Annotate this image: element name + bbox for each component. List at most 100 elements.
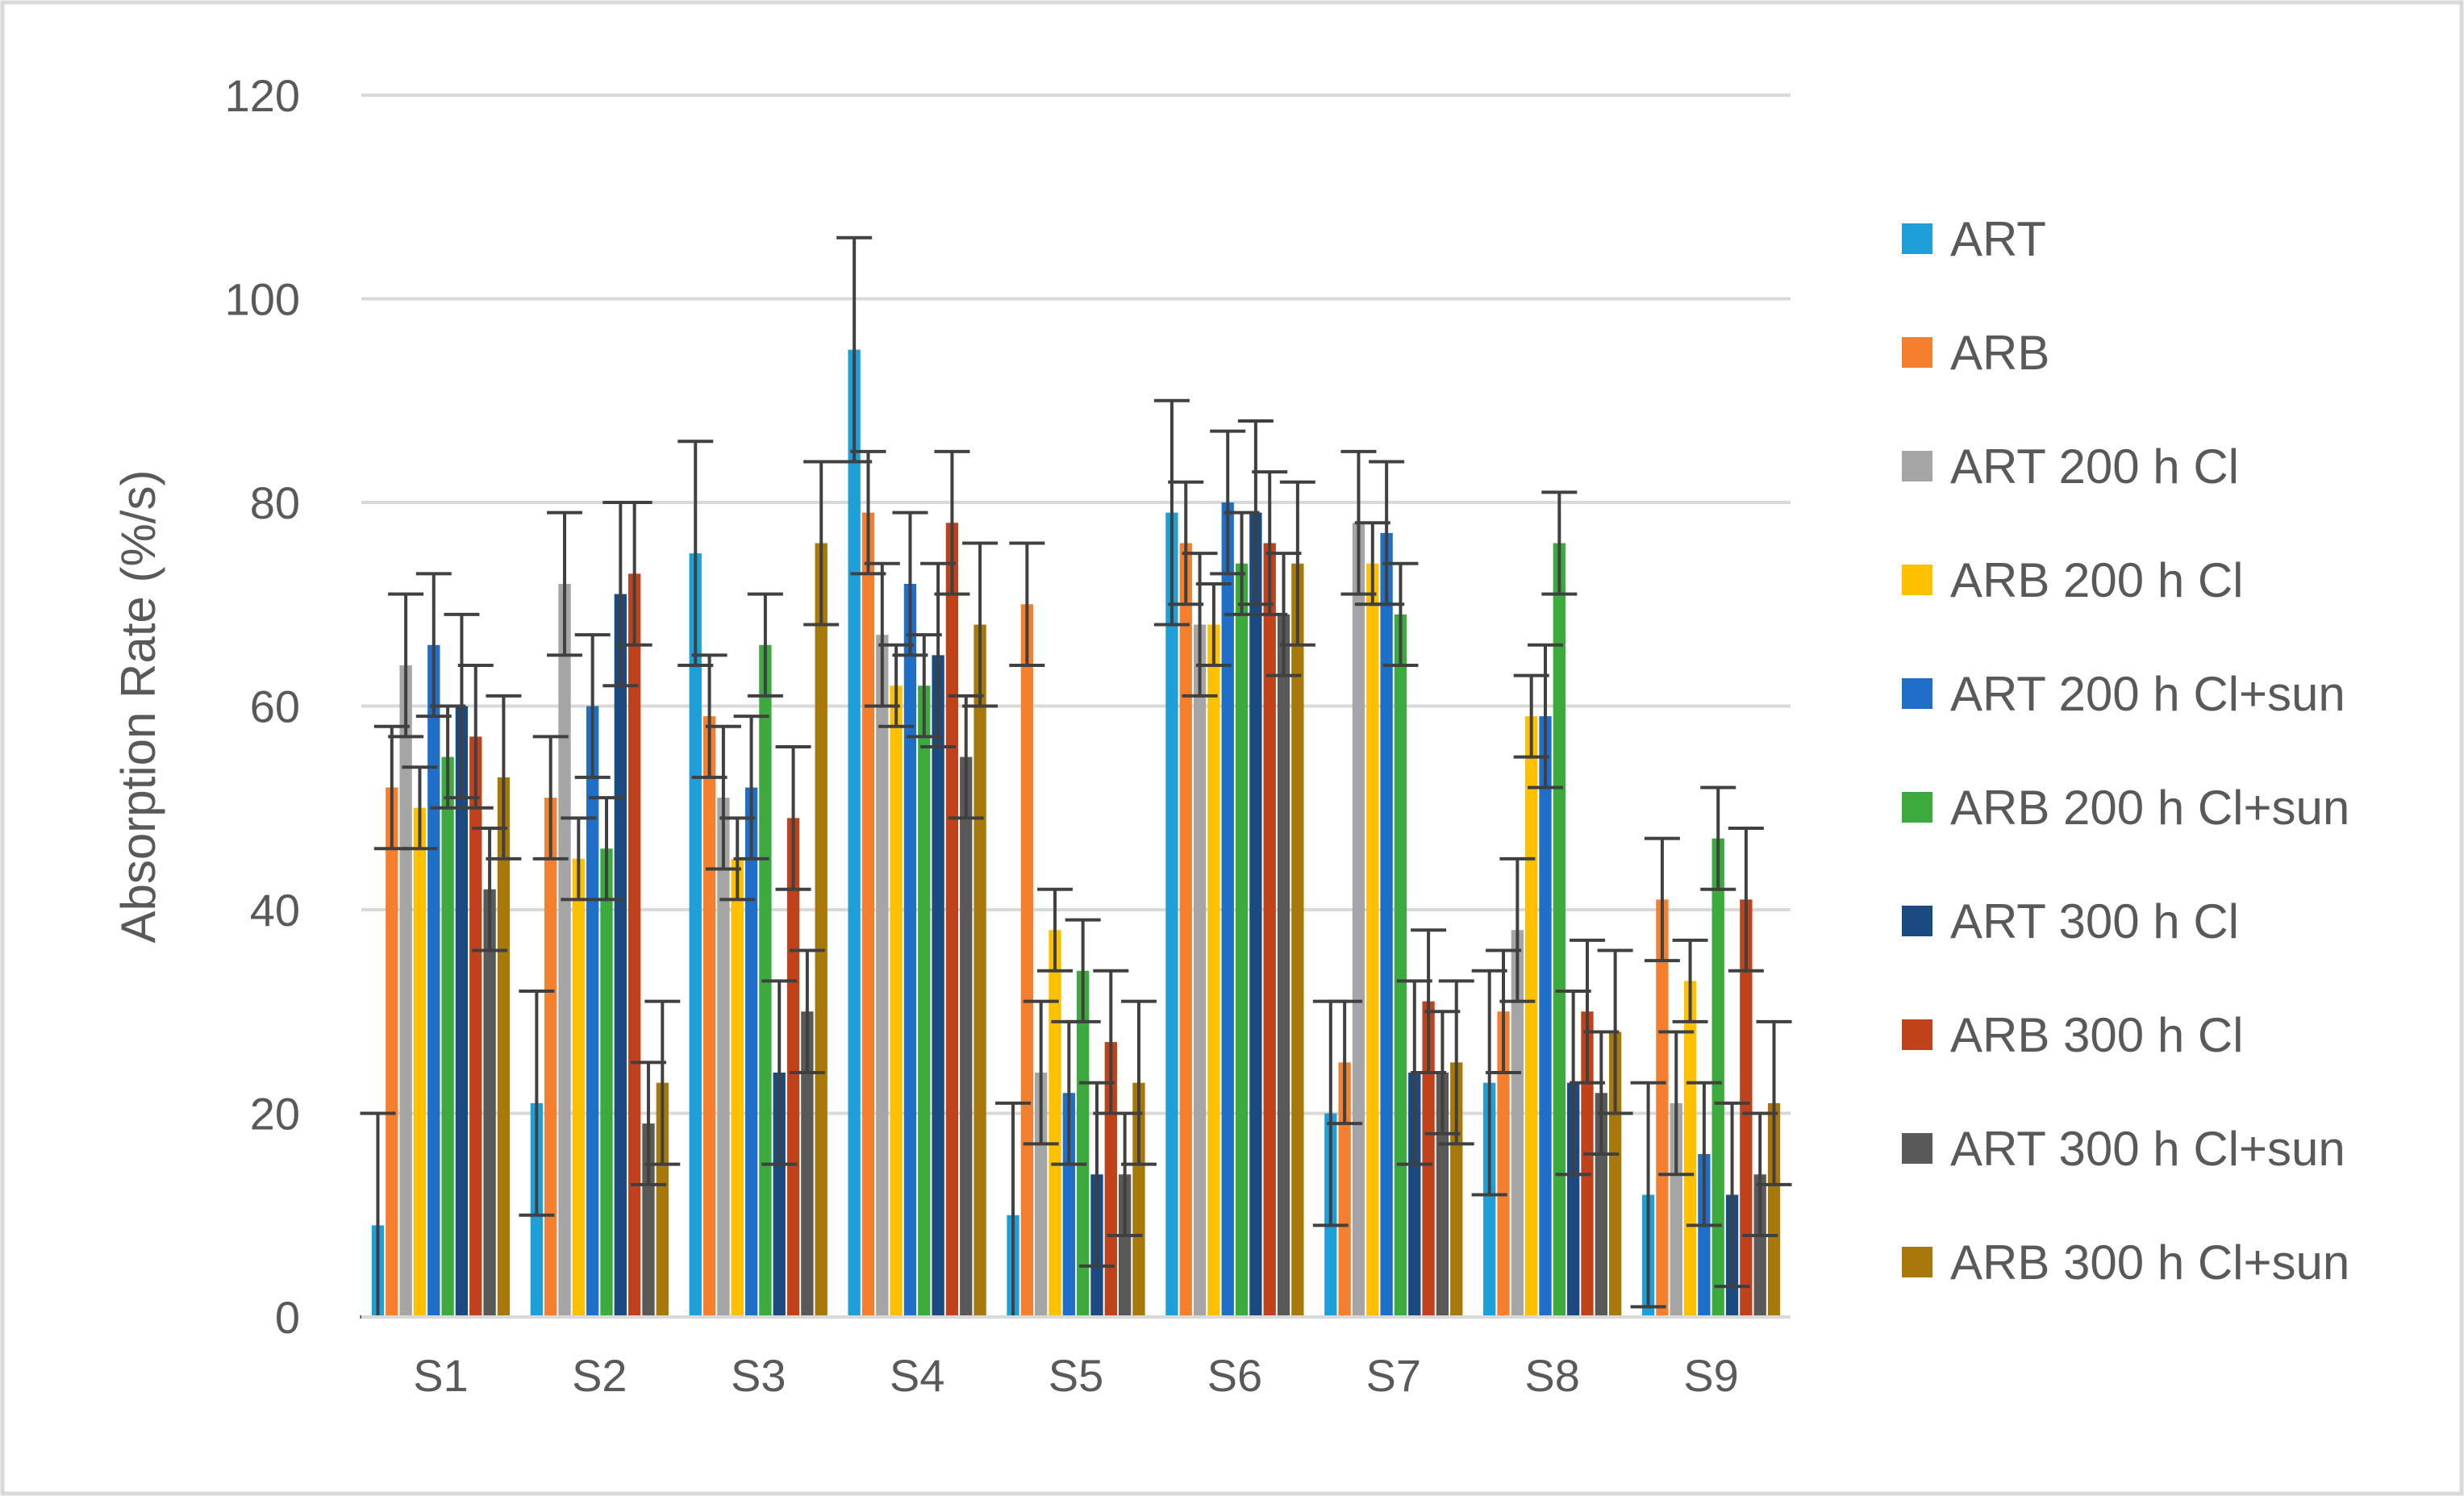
error-bar bbox=[775, 745, 811, 891]
bar bbox=[731, 858, 744, 1317]
bar bbox=[786, 818, 800, 1317]
error-bar bbox=[1369, 460, 1405, 606]
x-tick-label: S1 bbox=[413, 1350, 469, 1401]
error-bar bbox=[1728, 827, 1764, 973]
error-bar bbox=[1756, 1019, 1792, 1186]
error-bar bbox=[850, 449, 886, 576]
error-bar bbox=[962, 541, 999, 708]
bar bbox=[932, 655, 944, 1317]
legend-swatch bbox=[1902, 337, 1932, 368]
bar bbox=[441, 756, 454, 1317]
error-bar bbox=[532, 735, 569, 861]
error-bar bbox=[1065, 918, 1101, 1023]
error-bar bbox=[1252, 470, 1288, 616]
x-tick-label: S9 bbox=[1683, 1350, 1739, 1401]
bar bbox=[1221, 502, 1234, 1317]
bar bbox=[744, 787, 758, 1317]
legend-label: ARB 300 h Cl+sun bbox=[1950, 1236, 2349, 1290]
error-bar bbox=[1714, 1101, 1750, 1289]
bar bbox=[1207, 624, 1220, 1317]
legend-swatch bbox=[1902, 223, 1932, 254]
error-bar bbox=[733, 715, 769, 861]
error-bar bbox=[1658, 1030, 1695, 1177]
y-axis-title: Absorption Rate (%/s) bbox=[111, 470, 165, 944]
bar bbox=[848, 349, 861, 1317]
legend-item: ART 200 h Cl bbox=[1902, 440, 2239, 494]
legend-label: ART 200 h Cl+sun bbox=[1950, 667, 2345, 721]
error-bar bbox=[1023, 999, 1059, 1146]
error-bar bbox=[691, 653, 728, 779]
error-bar bbox=[486, 694, 522, 861]
error-bar bbox=[1107, 1111, 1143, 1237]
error-bar bbox=[1168, 480, 1204, 606]
bar bbox=[974, 624, 986, 1317]
error-bar bbox=[1513, 673, 1549, 759]
bar bbox=[1352, 523, 1365, 1317]
bar bbox=[455, 706, 469, 1317]
legend-item: ARB bbox=[1902, 326, 2049, 380]
bar bbox=[386, 787, 398, 1317]
error-bar bbox=[1382, 561, 1419, 667]
error-bar bbox=[878, 643, 915, 728]
legend-swatch bbox=[1902, 792, 1932, 823]
error-bar bbox=[415, 572, 452, 719]
bar bbox=[1511, 930, 1524, 1317]
y-tick-label: 0 bbox=[275, 1292, 300, 1343]
bar bbox=[469, 736, 482, 1317]
error-bar bbox=[1541, 490, 1578, 596]
error-bar bbox=[1120, 999, 1157, 1166]
y-tick-label: 120 bbox=[225, 70, 300, 121]
legend-swatch bbox=[1902, 678, 1932, 709]
bar bbox=[1179, 543, 1192, 1317]
bar bbox=[1249, 512, 1262, 1317]
bar bbox=[945, 523, 959, 1317]
y-tick-label: 40 bbox=[250, 885, 300, 936]
bar bbox=[1277, 614, 1290, 1317]
legend-swatch bbox=[1902, 565, 1932, 595]
error-bar bbox=[1700, 786, 1736, 891]
error-bar bbox=[1569, 938, 1605, 1085]
bar bbox=[1698, 1154, 1711, 1317]
error-bar bbox=[948, 694, 984, 820]
x-tick-label: S4 bbox=[890, 1350, 945, 1401]
bar bbox=[586, 706, 599, 1317]
legend-label: ART 200 h Cl bbox=[1950, 440, 2239, 494]
bar bbox=[890, 685, 903, 1317]
error-bar bbox=[1644, 836, 1680, 963]
bar bbox=[572, 858, 586, 1317]
bar bbox=[1408, 1073, 1421, 1317]
x-tick-label: S6 bbox=[1207, 1350, 1263, 1401]
bar bbox=[1581, 1011, 1594, 1317]
bar bbox=[703, 716, 716, 1317]
bar bbox=[642, 1123, 655, 1317]
error-bar bbox=[677, 440, 714, 667]
bar bbox=[903, 584, 917, 1317]
error-bar bbox=[836, 235, 873, 464]
bar bbox=[1062, 1093, 1075, 1317]
legend-label: ARB bbox=[1950, 326, 2049, 380]
error-bar bbox=[644, 999, 681, 1166]
bar bbox=[1483, 1082, 1496, 1317]
bar bbox=[1670, 1102, 1682, 1317]
legend: ART ARB ART 200 h Cl ARB 200 h Cl ART 200 h … bbox=[1902, 212, 2349, 1290]
error-bar bbox=[1742, 1111, 1778, 1237]
error-bar bbox=[906, 633, 942, 739]
error-bar bbox=[1265, 552, 1302, 677]
x-axis-tick-labels: S1 S2 S3 S4 S5 S6 S7 S8 S9 bbox=[413, 1350, 1739, 1401]
legend-item: ARB 300 h Cl bbox=[1902, 1008, 2244, 1062]
legend-label: ARB 300 h Cl bbox=[1950, 1008, 2244, 1062]
gridlines bbox=[361, 94, 1791, 1115]
legend-item: ARB 300 h Cl+sun bbox=[1902, 1236, 2349, 1290]
bar bbox=[1767, 1102, 1781, 1317]
bar bbox=[1656, 899, 1669, 1317]
error-bar bbox=[803, 460, 840, 627]
bar bbox=[1740, 899, 1753, 1317]
bar bbox=[1366, 563, 1379, 1317]
error-bar bbox=[747, 592, 783, 698]
legend-swatch bbox=[1902, 906, 1932, 936]
error-bar bbox=[1424, 1010, 1461, 1136]
error-bars bbox=[360, 235, 1792, 1319]
bar bbox=[1539, 716, 1552, 1317]
error-bar bbox=[402, 765, 438, 851]
error-bar bbox=[789, 948, 825, 1074]
